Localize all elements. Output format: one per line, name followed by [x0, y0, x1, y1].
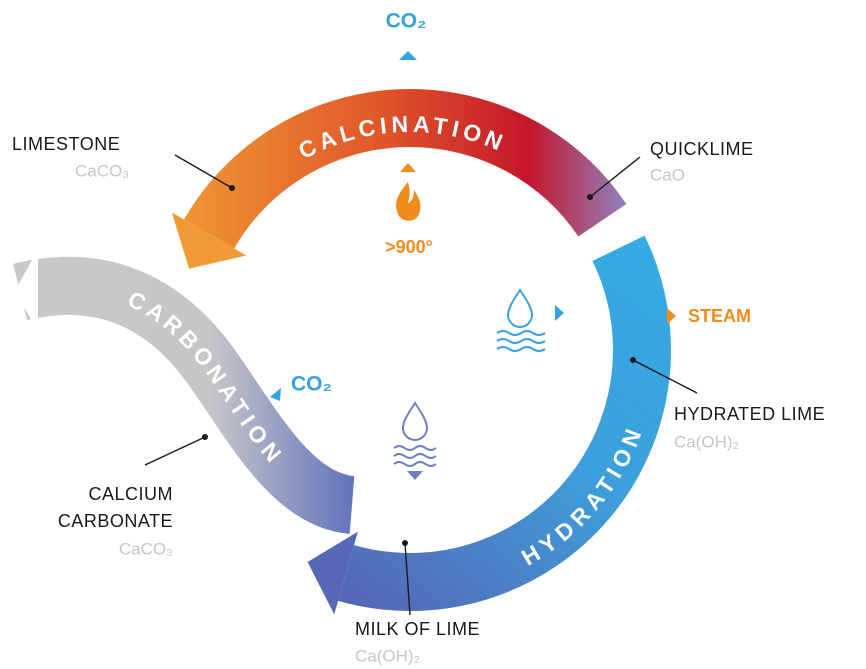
material-name: CARBONATE: [58, 511, 173, 531]
hydration-band: [338, 235, 671, 611]
material-formula: Ca(OH)₂: [674, 432, 739, 451]
arrow-head: [307, 531, 358, 615]
leader-line: [144, 436, 206, 466]
up-arrow: [399, 51, 417, 60]
up-arrow: [400, 163, 416, 172]
water-icon: [496, 288, 546, 352]
leader-dot: [587, 194, 593, 200]
leader-dot: [402, 540, 408, 546]
stage-label-path: CARBONATION: [124, 286, 285, 471]
leader-line: [589, 156, 641, 198]
leader-line: [404, 542, 411, 616]
stage-label-path: HYDRATION: [517, 421, 643, 571]
arrow-head: [171, 212, 247, 269]
material-formula: CaCO₃: [119, 539, 173, 558]
temperature-label: >900°: [385, 237, 433, 257]
stage-label: CARBONATION: [124, 286, 290, 471]
co2-released-label: CO₂: [386, 10, 427, 33]
material-formula: CaO: [650, 165, 685, 184]
water-icon: [393, 401, 437, 467]
right-arrow: [555, 305, 564, 321]
leader-line: [174, 154, 233, 189]
leader-dot: [630, 357, 636, 363]
leader-dot: [229, 185, 235, 191]
down-arrow: [407, 471, 423, 480]
material-name: HYDRATED LIME: [674, 404, 825, 424]
cycle-bands: [14, 89, 671, 615]
material-name: MILK OF LIME: [355, 619, 480, 639]
material-name: CALCIUM: [88, 484, 173, 504]
material-formula: Ca(OH)₂: [355, 646, 420, 665]
stage-label: HYDRATION: [517, 421, 648, 571]
material-name: LIMESTONE: [12, 134, 120, 154]
leader-line: [632, 359, 698, 394]
leader-dot: [202, 434, 208, 440]
material-formula: CaCO₃: [75, 161, 129, 180]
steam-label: STEAM: [688, 306, 751, 326]
in-arrow: [270, 388, 281, 401]
material-name: QUICKLIME: [650, 139, 754, 159]
calcination-band: [183, 89, 627, 249]
carbonation-tail: [14, 250, 38, 330]
flame-icon: [396, 182, 421, 221]
co2-absorbed-label: CO₂: [291, 373, 332, 396]
right-arrow: [667, 308, 676, 324]
